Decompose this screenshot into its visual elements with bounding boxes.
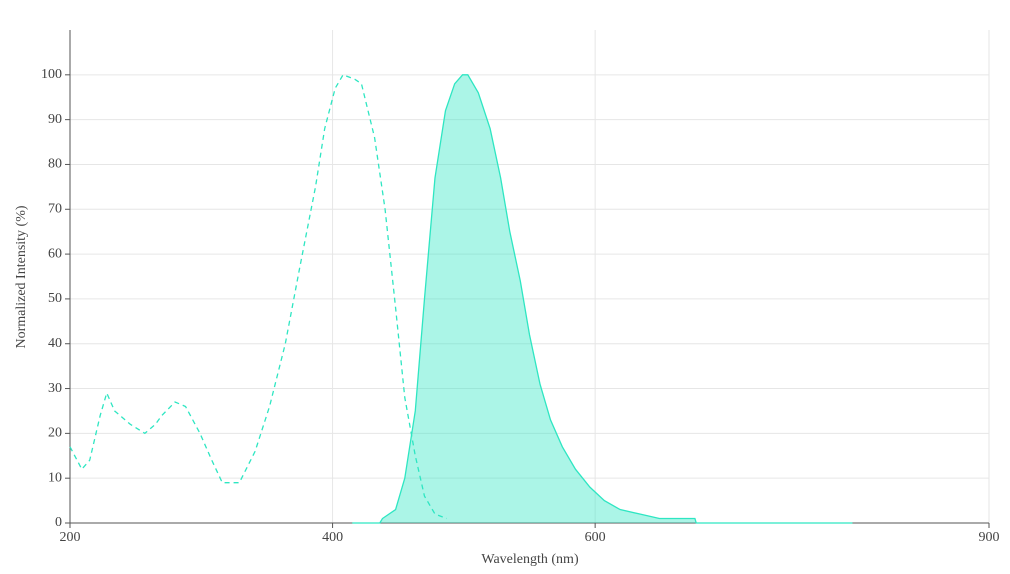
y-tick-label: 30: [48, 381, 62, 396]
line: [69, 74, 448, 520]
x-tick-label: 400: [322, 530, 343, 545]
y-tick-label: 10: [48, 470, 62, 485]
y-tick-label: 80: [48, 157, 62, 172]
y-tick-label: 70: [48, 201, 62, 216]
y-tick-label: 20: [48, 426, 62, 441]
x-axis-title: Wavelength (nm): [481, 552, 579, 567]
x-tick-label: 900: [979, 530, 1000, 545]
y-tick-label: 90: [48, 112, 62, 127]
area: [352, 74, 853, 524]
y-tick-label: 100: [41, 67, 62, 82]
x-tick-label: 200: [60, 530, 81, 545]
y-tick-label: 40: [48, 336, 62, 351]
y-tick-label: 0: [55, 515, 62, 530]
x-tick-label: 600: [585, 530, 606, 545]
line: [352, 74, 853, 524]
y-tick-label: 60: [48, 246, 62, 261]
y-axis-title: Normalized Intensity (%): [14, 205, 29, 348]
y-tick-label: 50: [48, 291, 62, 306]
